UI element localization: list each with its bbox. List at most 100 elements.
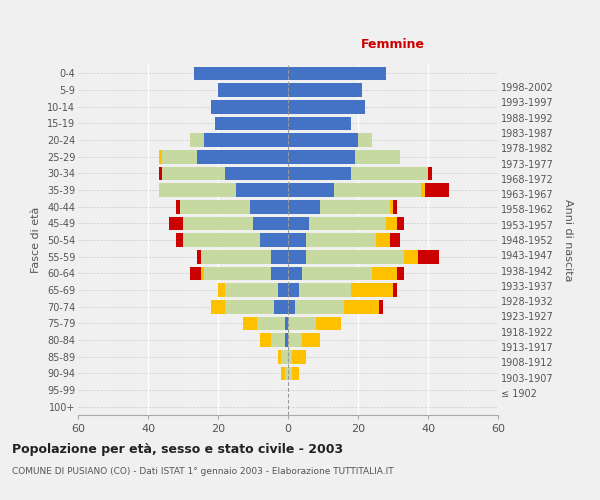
Bar — [295, 300, 344, 314]
Bar — [288, 250, 305, 264]
Bar — [271, 266, 288, 280]
Bar — [320, 200, 389, 213]
Bar — [176, 233, 183, 247]
Bar — [292, 366, 299, 380]
Bar — [277, 350, 281, 364]
Bar — [193, 66, 288, 80]
Bar — [271, 250, 288, 264]
Bar — [215, 116, 288, 130]
Bar — [425, 183, 449, 197]
Bar — [397, 216, 404, 230]
Bar — [376, 233, 389, 247]
Bar — [288, 200, 320, 213]
Bar — [162, 150, 197, 164]
Bar — [302, 266, 372, 280]
Bar — [344, 300, 379, 314]
Bar — [299, 283, 351, 297]
Bar — [288, 283, 299, 297]
Bar — [158, 183, 235, 197]
Bar — [389, 233, 400, 247]
Bar — [309, 216, 386, 230]
Text: Popolazione per età, sesso e stato civile - 2003: Popolazione per età, sesso e stato civil… — [12, 442, 343, 456]
Bar — [218, 83, 288, 97]
Bar — [225, 166, 288, 180]
Bar — [305, 250, 404, 264]
Bar — [428, 166, 431, 180]
Bar — [355, 150, 400, 164]
Bar — [288, 133, 358, 147]
Bar — [204, 266, 271, 280]
Bar — [211, 300, 225, 314]
Bar — [284, 316, 288, 330]
Bar — [242, 316, 257, 330]
Bar — [260, 233, 288, 247]
Bar — [162, 166, 225, 180]
Bar — [200, 250, 271, 264]
Bar — [288, 83, 361, 97]
Bar — [393, 283, 397, 297]
Bar — [386, 216, 397, 230]
Bar — [389, 200, 393, 213]
Bar — [179, 200, 250, 213]
Bar — [183, 233, 260, 247]
Bar — [288, 216, 309, 230]
Bar — [305, 233, 376, 247]
Y-axis label: Fasce di età: Fasce di età — [31, 207, 41, 273]
Bar — [288, 100, 365, 114]
Bar — [351, 283, 393, 297]
Bar — [284, 333, 288, 347]
Bar — [288, 366, 292, 380]
Bar — [271, 333, 284, 347]
Bar — [288, 350, 292, 364]
Bar — [316, 316, 341, 330]
Bar — [225, 300, 274, 314]
Bar — [197, 150, 288, 164]
Bar — [218, 283, 225, 297]
Bar — [250, 200, 288, 213]
Bar — [158, 166, 162, 180]
Bar — [284, 366, 288, 380]
Bar — [288, 333, 302, 347]
Bar — [281, 366, 284, 380]
Bar — [235, 183, 288, 197]
Bar — [418, 250, 439, 264]
Bar — [183, 216, 253, 230]
Bar — [274, 300, 288, 314]
Bar — [190, 133, 204, 147]
Bar — [190, 266, 200, 280]
Y-axis label: Anni di nascita: Anni di nascita — [563, 198, 573, 281]
Bar — [204, 133, 288, 147]
Bar — [200, 266, 204, 280]
Bar — [176, 200, 179, 213]
Bar — [260, 333, 271, 347]
Bar — [351, 166, 428, 180]
Bar — [404, 250, 418, 264]
Bar — [158, 150, 162, 164]
Text: COMUNE DI PUSIANO (CO) - Dati ISTAT 1° gennaio 2003 - Elaborazione TUTTITALIA.IT: COMUNE DI PUSIANO (CO) - Dati ISTAT 1° g… — [12, 468, 394, 476]
Bar — [288, 183, 334, 197]
Bar — [288, 266, 302, 280]
Bar — [393, 200, 397, 213]
Bar — [334, 183, 421, 197]
Bar — [397, 266, 404, 280]
Bar — [288, 166, 351, 180]
Bar — [253, 216, 288, 230]
Bar — [372, 266, 397, 280]
Bar — [225, 283, 277, 297]
Bar — [288, 300, 295, 314]
Bar — [292, 350, 305, 364]
Bar — [288, 316, 316, 330]
Bar — [197, 250, 200, 264]
Bar — [379, 300, 383, 314]
Bar — [288, 150, 355, 164]
Bar — [358, 133, 372, 147]
Bar — [288, 233, 305, 247]
Bar — [288, 116, 351, 130]
Bar — [421, 183, 425, 197]
Bar — [281, 350, 288, 364]
Bar — [257, 316, 284, 330]
Text: Femmine: Femmine — [361, 38, 425, 51]
Bar — [277, 283, 288, 297]
Bar — [169, 216, 183, 230]
Bar — [211, 100, 288, 114]
